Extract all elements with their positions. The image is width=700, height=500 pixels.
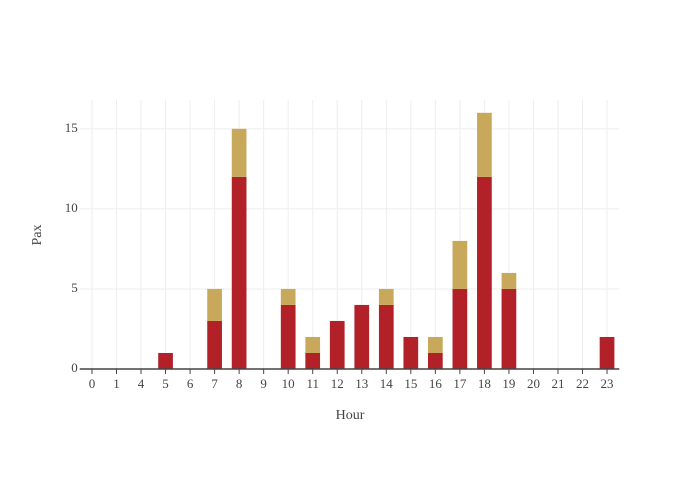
bar bbox=[452, 240, 468, 289]
x-tick-label: 9 bbox=[260, 376, 267, 391]
bar bbox=[599, 336, 615, 369]
x-tick-label: 1 bbox=[113, 376, 120, 391]
x-tick-label: 14 bbox=[380, 376, 394, 391]
bar bbox=[378, 304, 394, 369]
x-tick-label: 13 bbox=[355, 376, 368, 391]
bar bbox=[305, 352, 321, 369]
bar bbox=[501, 288, 517, 369]
bar bbox=[427, 352, 443, 369]
bar bbox=[452, 288, 468, 369]
x-tick-label: 23 bbox=[601, 376, 614, 391]
bar bbox=[305, 336, 321, 353]
x-tick-label: 19 bbox=[502, 376, 515, 391]
bar bbox=[427, 336, 443, 353]
x-tick-label: 5 bbox=[162, 376, 169, 391]
bar bbox=[477, 176, 492, 369]
y-tick-label: 5 bbox=[71, 280, 78, 295]
x-axis-title: Hour bbox=[336, 408, 365, 423]
x-tick-label: 16 bbox=[429, 376, 443, 391]
bar bbox=[501, 272, 517, 289]
x-tick-label: 17 bbox=[453, 376, 467, 391]
x-tick-label: 18 bbox=[478, 376, 491, 391]
bar bbox=[158, 352, 173, 369]
x-tick-label: 12 bbox=[331, 376, 344, 391]
bar bbox=[477, 112, 492, 177]
x-tick-label: 20 bbox=[527, 376, 540, 391]
x-tick-label: 11 bbox=[306, 376, 319, 391]
bar bbox=[280, 288, 296, 305]
bar bbox=[231, 176, 247, 369]
x-tick-label: 7 bbox=[211, 376, 218, 391]
bar bbox=[354, 304, 370, 369]
x-tick-label: 6 bbox=[187, 376, 194, 391]
bar bbox=[378, 288, 394, 305]
y-tick-label: 0 bbox=[71, 360, 78, 375]
x-tick-label: 15 bbox=[404, 376, 417, 391]
x-tick-label: 8 bbox=[236, 376, 243, 391]
y-axis-title: Pax bbox=[30, 225, 45, 246]
x-tick-label: 21 bbox=[551, 376, 564, 391]
bar bbox=[207, 288, 222, 321]
y-tick-label: 15 bbox=[65, 120, 78, 135]
y-tick-label: 10 bbox=[65, 200, 78, 215]
x-tick-label: 22 bbox=[576, 376, 589, 391]
bar bbox=[403, 336, 419, 369]
bar bbox=[329, 320, 345, 369]
x-tick-label: 10 bbox=[282, 376, 295, 391]
x-tick-label: 4 bbox=[138, 376, 145, 391]
x-tick-label: 0 bbox=[89, 376, 96, 391]
bar bbox=[231, 128, 247, 177]
bar bbox=[280, 304, 296, 369]
bar bbox=[207, 320, 222, 369]
